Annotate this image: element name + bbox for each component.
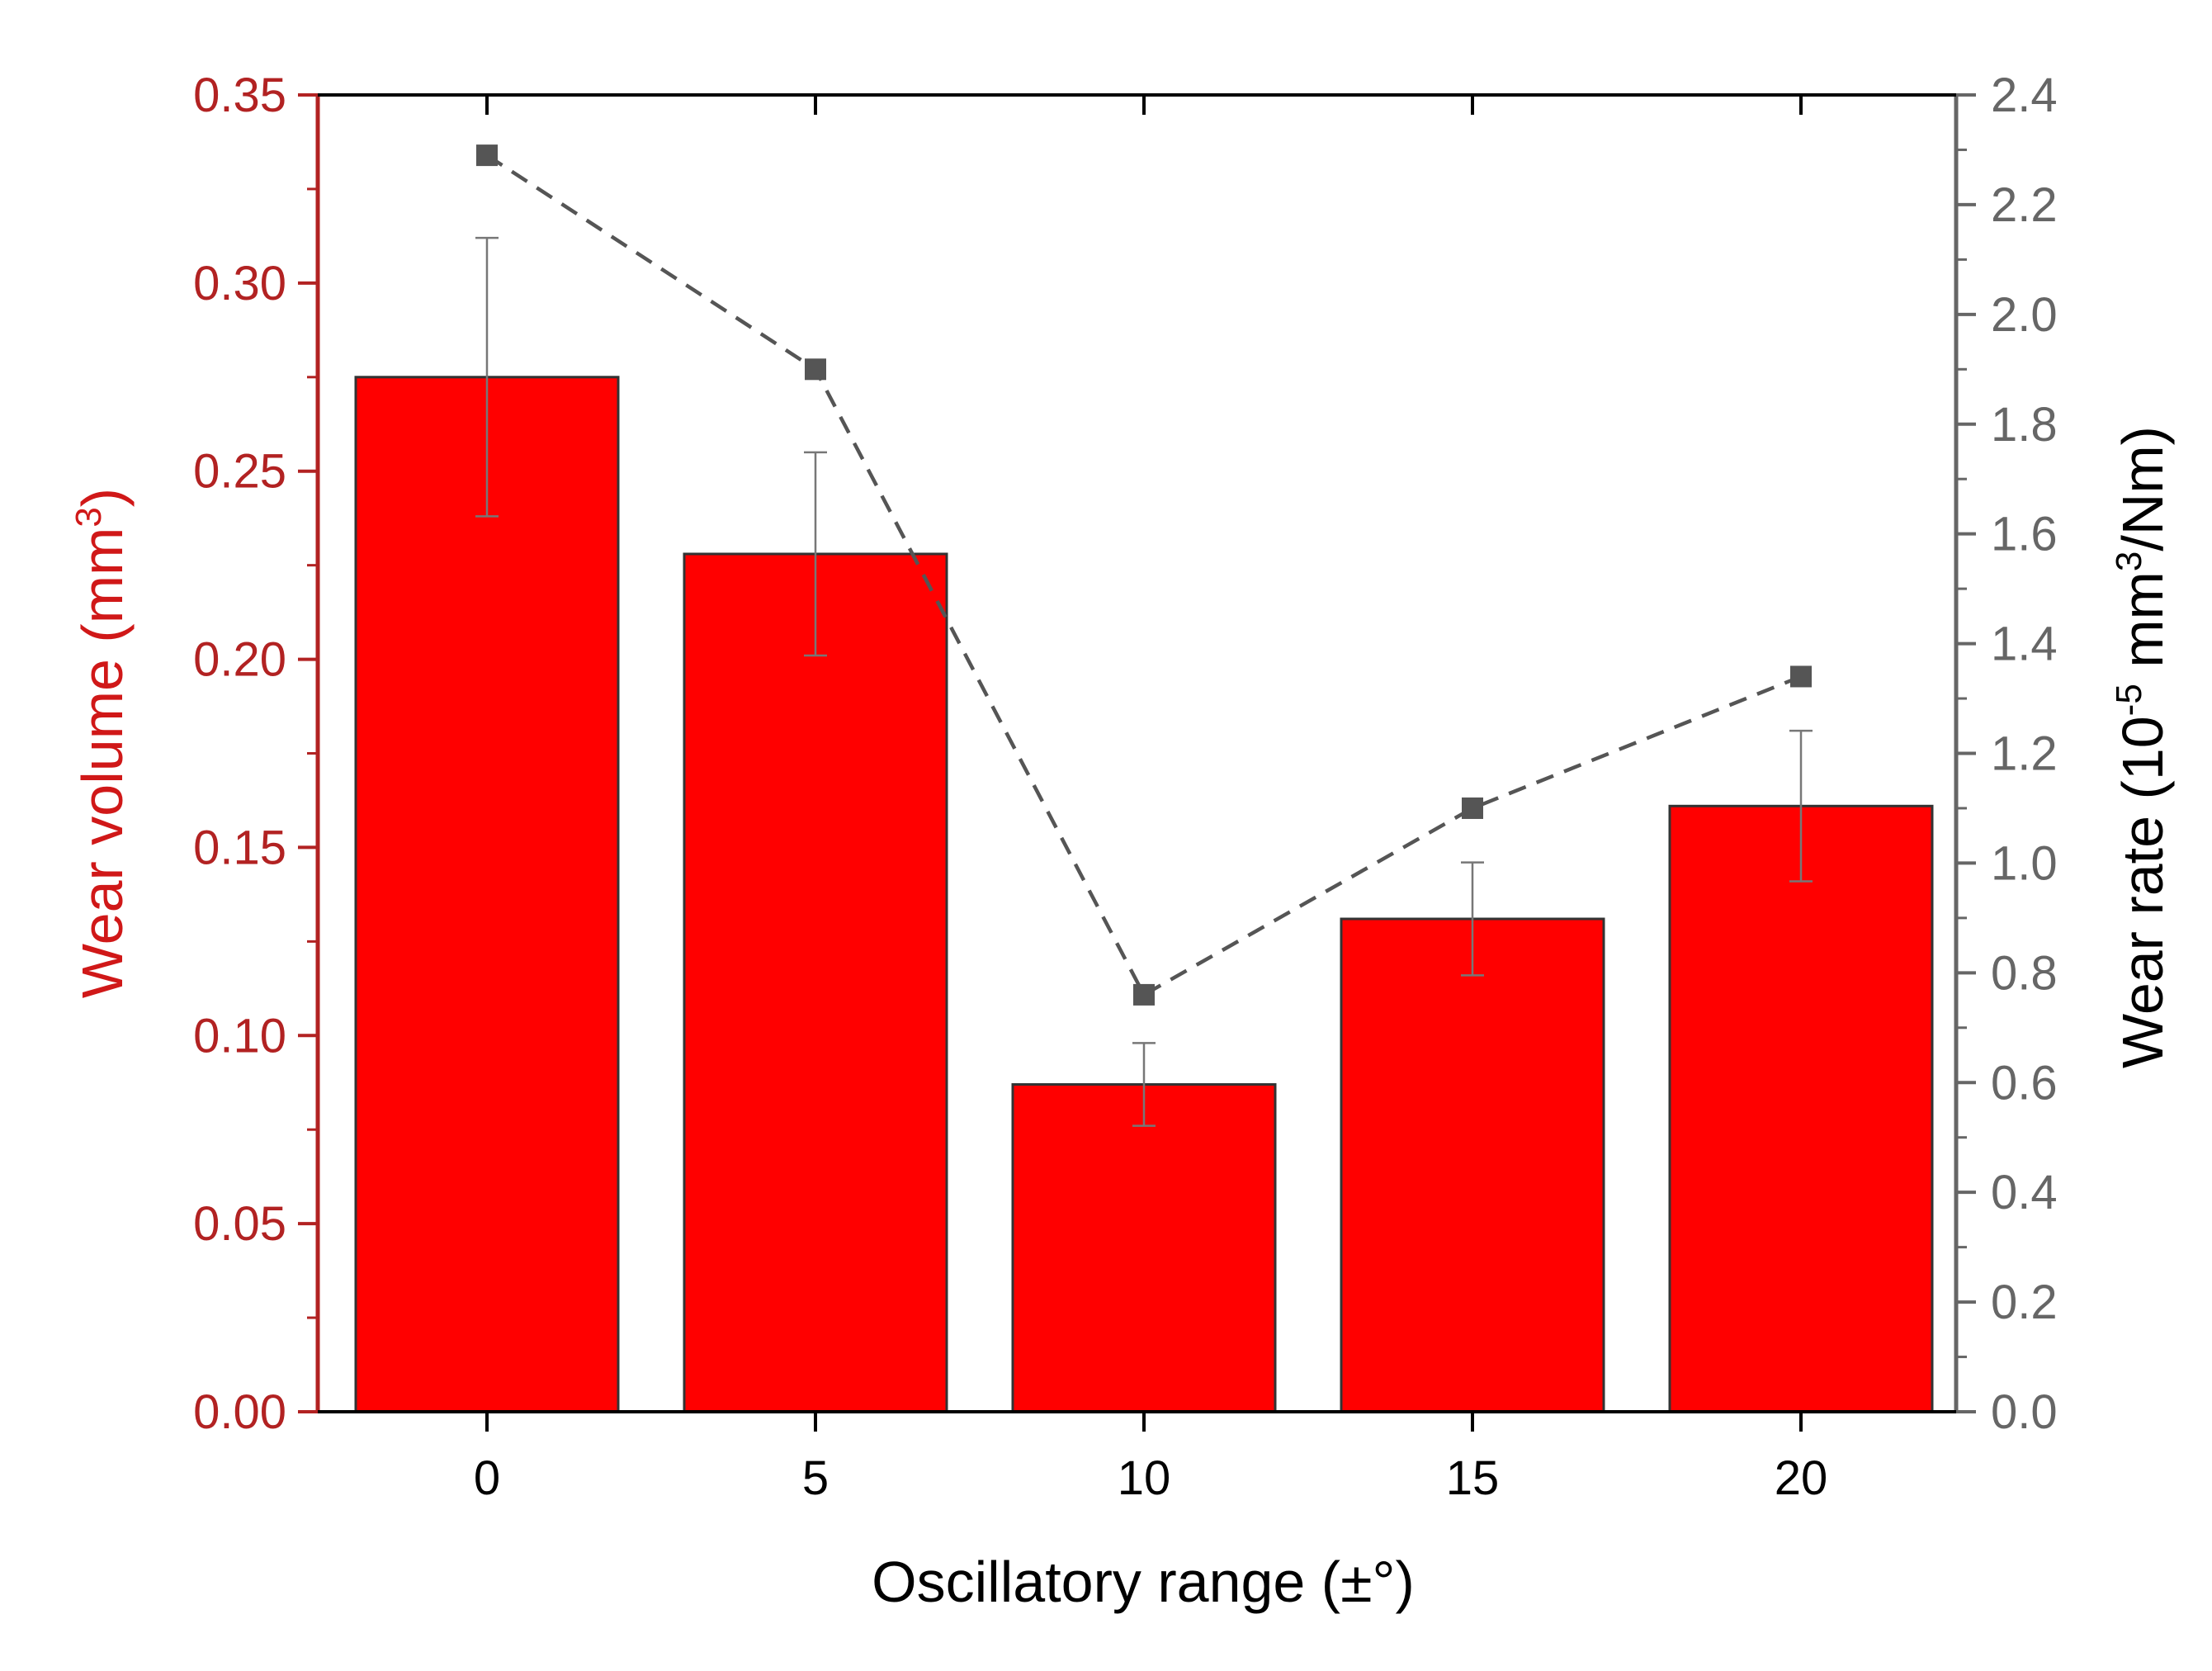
y-left-tick-label: 0.30 xyxy=(193,257,286,310)
y-right-tick-label: 2.0 xyxy=(1991,288,2058,342)
y-left-tick-label: 0.10 xyxy=(193,1009,286,1063)
y-right-tick-label: 0.6 xyxy=(1991,1056,2058,1110)
wear-rate-marker-15 xyxy=(1462,797,1483,819)
y-right-tick-label: 1.6 xyxy=(1991,508,2058,561)
y-right-title-main: Wear rate (10 xyxy=(2110,716,2175,1068)
y-left-tick-label: 0.35 xyxy=(193,69,286,122)
y-right-title-mid: mm xyxy=(2110,571,2175,684)
x-axis-title: Oscillatory range (±°) xyxy=(872,1550,1415,1614)
axes-layer: 0.00 0.05 0.10 0.15 0.20 0.25 0.30 0.35 0.0 0.2 0.… xyxy=(193,69,2058,1505)
y-left-tick-label: 0.00 xyxy=(193,1385,286,1439)
y-left-tick-label: 0.15 xyxy=(193,821,286,874)
y-right-tick-label: 1.8 xyxy=(1991,398,2058,452)
wear-rate-marker-20 xyxy=(1790,665,1812,688)
bar-20 xyxy=(1668,804,1934,1413)
wear-rate-marker-5 xyxy=(805,358,826,381)
bar-10 xyxy=(1011,1083,1277,1413)
y-right-tick-label: 0.2 xyxy=(1991,1276,2058,1329)
y-right-tick-label: 1.4 xyxy=(1991,618,2058,671)
x-tick-label-0: 0 xyxy=(474,1451,500,1505)
y-right-tick-label: 2.4 xyxy=(1991,69,2058,122)
error-bars-layer xyxy=(475,236,1813,1127)
y-left-tick-label: 0.20 xyxy=(193,633,286,687)
y-left-tick-label: 0.25 xyxy=(193,445,286,499)
wear-rate-marker-10 xyxy=(1133,983,1155,1006)
bar-5 xyxy=(683,552,948,1413)
y-right-tick-label: 1.0 xyxy=(1991,836,2058,890)
x-tick-label-5: 5 xyxy=(802,1451,829,1505)
y-left-title-sup: 3 xyxy=(69,507,109,527)
y-right-title-end: /Nm) xyxy=(2110,426,2175,551)
y-right-tick-label: 0.0 xyxy=(1991,1385,2058,1439)
y-right-tick-label: 1.2 xyxy=(1991,727,2058,781)
bars-layer xyxy=(354,376,1934,1413)
y-left-tick-label: 0.05 xyxy=(193,1197,286,1251)
y-right-axis-title: Wear rate (10-5 mm3/Nm) xyxy=(2109,426,2175,1068)
y-left-axis-title: Wear volume (mm3) xyxy=(69,488,135,998)
y-left-title-end: ) xyxy=(70,488,135,507)
y-right-title-sup2: 3 xyxy=(2109,551,2149,571)
x-tick-label-20: 20 xyxy=(1775,1451,1828,1505)
wear-rate-marker-0 xyxy=(476,144,498,167)
y-right-tick-label: 0.4 xyxy=(1991,1166,2058,1219)
x-tick-label-15: 15 xyxy=(1446,1451,1500,1505)
y-left-title-main: Wear volume (mm xyxy=(70,528,135,998)
y-right-tick-label: 0.8 xyxy=(1991,946,2058,1000)
bar-15 xyxy=(1340,917,1605,1413)
bar-0 xyxy=(354,376,620,1413)
x-tick-label-10: 10 xyxy=(1118,1451,1171,1505)
y-right-tick-label: 2.2 xyxy=(1991,178,2058,232)
y-right-title-sup: -5 xyxy=(2109,684,2149,716)
wear-rate-line-layer xyxy=(476,144,1812,1006)
